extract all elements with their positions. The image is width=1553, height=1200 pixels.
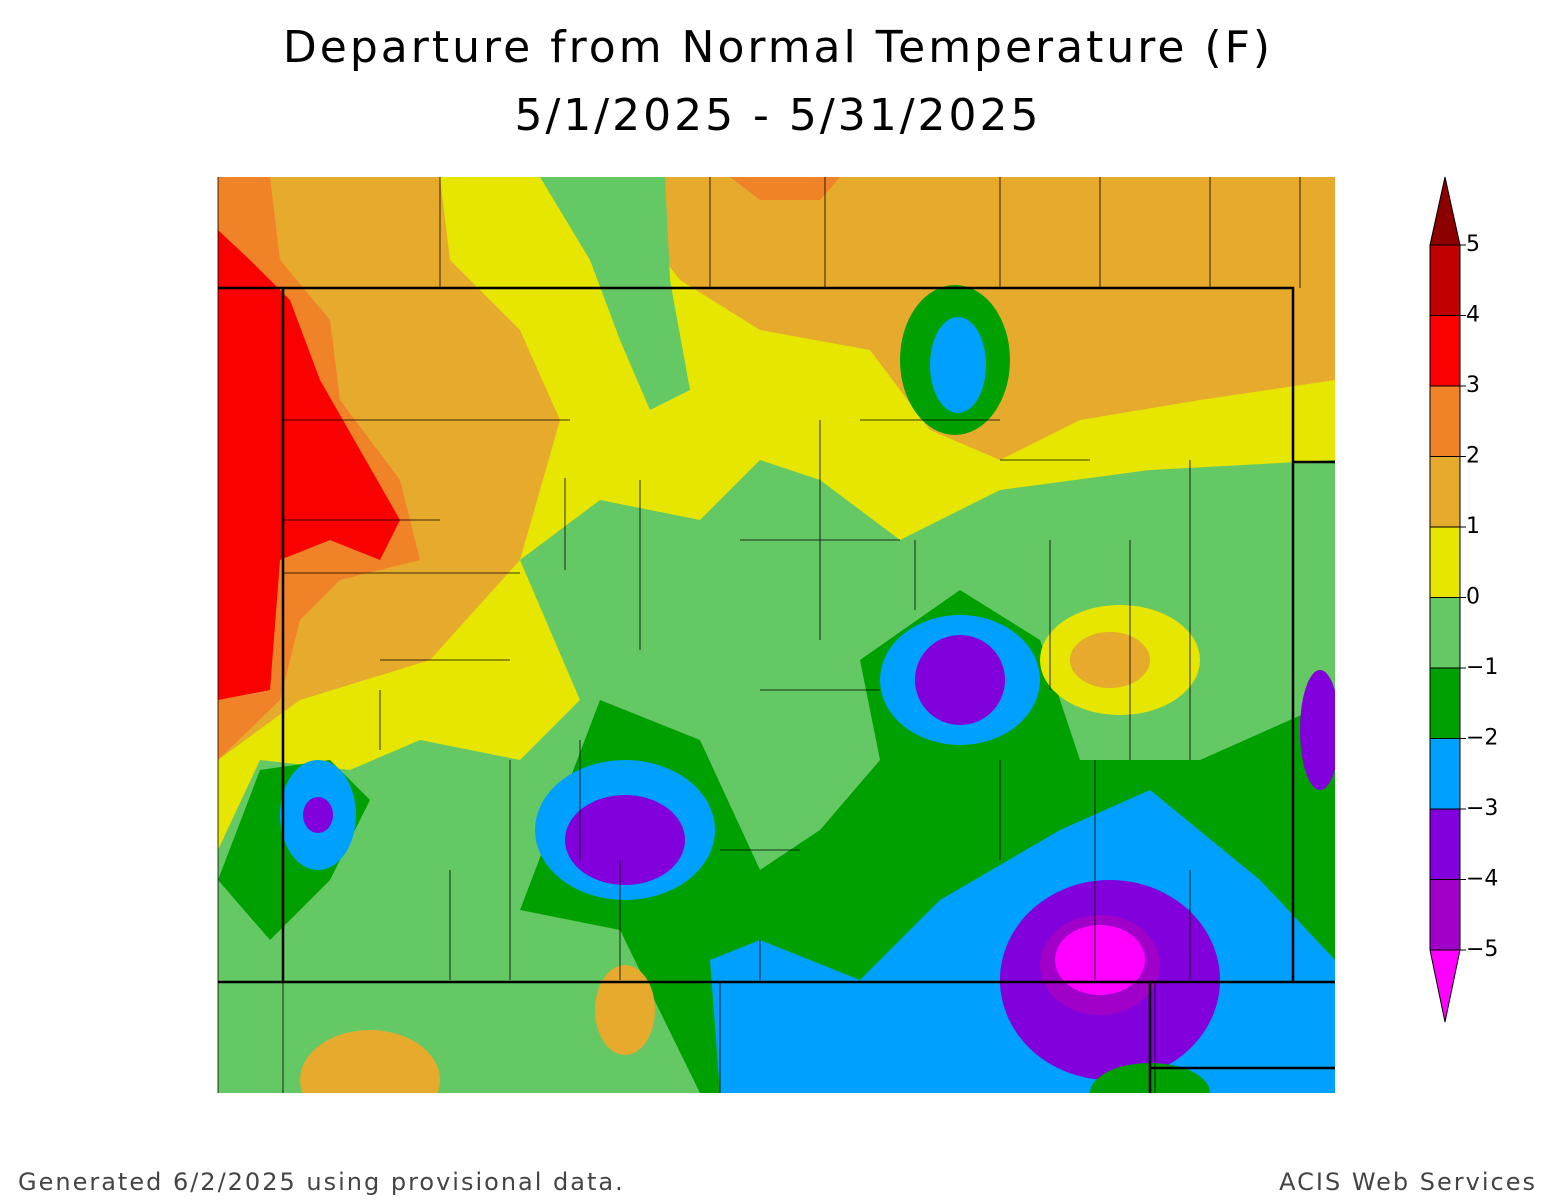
legend-tick-label: 4 [1466, 303, 1480, 328]
legend-swatch [1430, 668, 1460, 739]
legend-arrow [1430, 177, 1460, 245]
legend-tick-label: −1 [1466, 655, 1498, 680]
legend-tick-label: 2 [1466, 444, 1480, 469]
footer-right: ACIS Web Services [1279, 1168, 1537, 1196]
subtitle: 5/1/2025 - 5/31/2025 [514, 90, 1041, 141]
legend-swatch [1430, 879, 1460, 950]
legend-tick-label: 3 [1466, 373, 1480, 398]
legend-swatch [1430, 315, 1460, 386]
legend-tick-label: 5 [1466, 232, 1480, 257]
footer-left: Generated 6/2/2025 using provisional dat… [18, 1168, 625, 1196]
legend-swatch [1430, 527, 1460, 598]
legend-swatch [1430, 386, 1460, 457]
legend: −5 −4 −3 −2 −1 0 1 2 3 4 5 [1429, 176, 1498, 1023]
legend-swatch [1430, 456, 1460, 527]
legend-tick-label: −3 [1466, 796, 1498, 821]
legend-tick-label: 1 [1466, 514, 1480, 539]
map [217, 177, 1335, 1093]
legend-swatch [1430, 809, 1460, 880]
legend-swatch [1430, 245, 1460, 316]
legend-swatch [1430, 738, 1460, 809]
title: Departure from Normal Temperature (F) [283, 22, 1273, 73]
legend-tick-label: −5 [1466, 937, 1498, 962]
legend-tick-label: −4 [1466, 867, 1498, 892]
legend-swatch [1430, 597, 1460, 668]
legend-tick-label: 0 [1466, 585, 1480, 610]
legend-tick-label: −2 [1466, 726, 1498, 751]
legend-arrow [1430, 950, 1460, 1022]
